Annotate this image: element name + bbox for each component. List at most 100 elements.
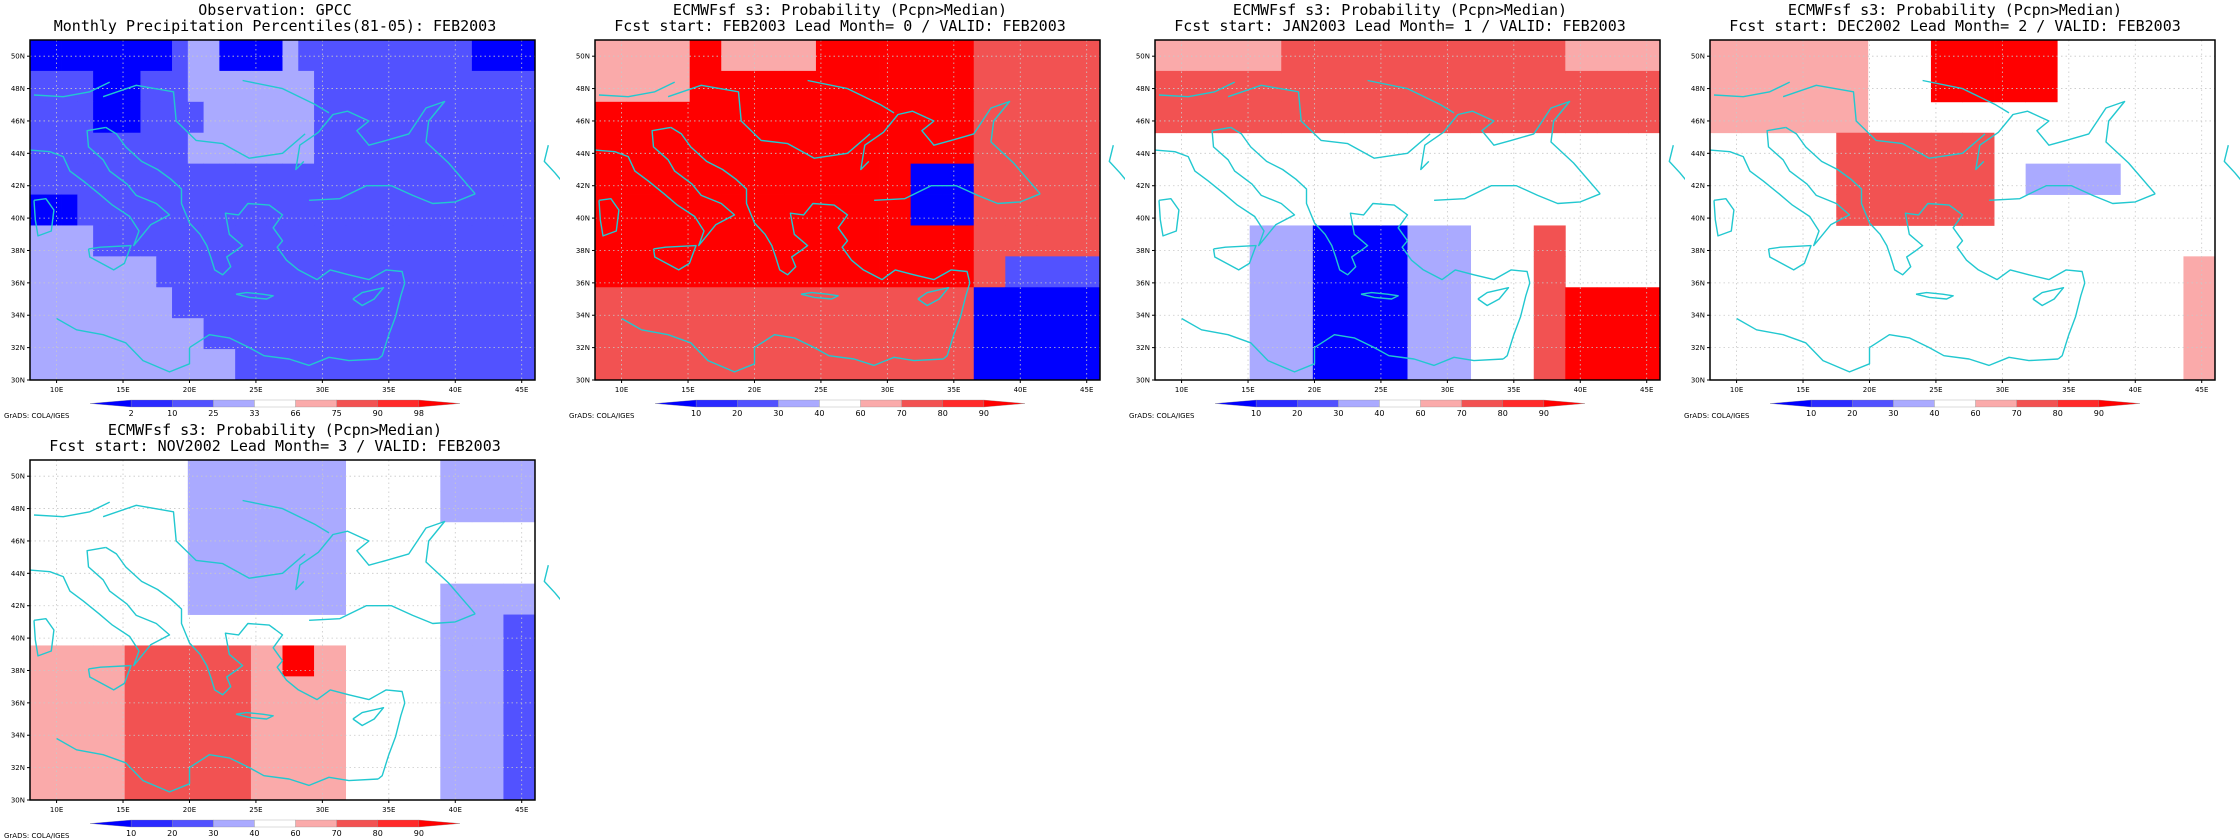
grid-cell bbox=[752, 318, 785, 350]
grid-cell bbox=[298, 101, 315, 134]
grid-cell bbox=[314, 163, 331, 195]
grid-cell bbox=[361, 256, 378, 288]
grid-cell bbox=[595, 132, 627, 165]
coastline bbox=[917, 287, 950, 307]
grid-cell bbox=[77, 256, 94, 288]
grid-cell bbox=[910, 194, 943, 226]
map-figure: ECMWFsf s3: Probability (Pcpn>Median) Fc… bbox=[1684, 1, 2240, 420]
grid-cell bbox=[235, 318, 252, 350]
grid-cell bbox=[77, 70, 94, 103]
grid-cell bbox=[689, 101, 722, 134]
x-tick-label: 30E bbox=[1441, 386, 1454, 394]
map-area: 10E 15E 20E 25E 30E 35E 40E 45E 50N 48N 46N 44N 42N 4… bbox=[11, 459, 560, 814]
grid-cell bbox=[1867, 163, 1900, 195]
colorbar-swatch bbox=[1338, 399, 1380, 408]
grid-cell bbox=[1628, 70, 1661, 103]
panel-subtitle: Monthly Precipitation Percentiles(81-05)… bbox=[54, 17, 497, 35]
grid-cell bbox=[203, 225, 220, 257]
grid-cell bbox=[187, 460, 220, 492]
grid-cell bbox=[108, 256, 126, 288]
grid-cell bbox=[440, 256, 457, 288]
grid-cell bbox=[187, 349, 204, 381]
grid-cell bbox=[424, 318, 441, 350]
grid-cell bbox=[784, 349, 817, 381]
grid-cell bbox=[108, 40, 126, 72]
grid-cell bbox=[187, 256, 204, 288]
grid-cell bbox=[1407, 70, 1440, 103]
grid-cell bbox=[298, 225, 315, 257]
grid-cell bbox=[424, 101, 441, 134]
grid-cell bbox=[1565, 318, 1598, 350]
grid-cell bbox=[1565, 101, 1598, 134]
colorbar-label: 70 bbox=[1457, 409, 1467, 418]
grid-cell bbox=[219, 318, 236, 350]
grid-cell bbox=[424, 349, 441, 381]
y-tick-label: 42N bbox=[11, 602, 25, 610]
x-tick-label: 30E bbox=[881, 386, 894, 394]
grid-cell bbox=[2025, 70, 2058, 103]
grid-cell bbox=[440, 225, 457, 257]
grid-cell bbox=[1533, 256, 1566, 288]
grid-cell bbox=[658, 101, 691, 134]
x-tick-label: 20E bbox=[1308, 386, 1321, 394]
grid-cell bbox=[30, 163, 47, 195]
grid-cell bbox=[879, 163, 912, 195]
colorbar-label: 40 bbox=[1374, 409, 1384, 418]
y-tick-label: 34N bbox=[1691, 312, 1705, 320]
grid-cell bbox=[282, 521, 315, 554]
grid-cell bbox=[519, 132, 536, 165]
colorbar-label: 60 bbox=[1970, 409, 1980, 418]
coastline bbox=[1915, 291, 1954, 300]
grid-cell bbox=[456, 163, 473, 195]
grid-cell bbox=[140, 318, 157, 350]
y-tick-label: 48N bbox=[11, 85, 25, 93]
grid-cell bbox=[1741, 101, 1774, 134]
grid-cell bbox=[1036, 132, 1069, 165]
x-tick-label: 30E bbox=[316, 806, 329, 814]
coastline bbox=[837, 209, 971, 284]
panel-title: ECMWFsf s3: Probability (Pcpn>Median) bbox=[673, 1, 1007, 19]
grads-footer: GrADS: COLA/IGES bbox=[1684, 412, 1750, 420]
grid-cell bbox=[721, 256, 754, 288]
grid-cell bbox=[108, 163, 126, 195]
grid-cell bbox=[93, 40, 110, 72]
colorbar-label: 66 bbox=[290, 409, 300, 418]
colorbar-swatch bbox=[695, 399, 738, 408]
grid-cell bbox=[1312, 70, 1345, 103]
coastline bbox=[1434, 185, 1601, 205]
grid-cell bbox=[595, 287, 627, 319]
coastline bbox=[1181, 317, 1316, 373]
grid-cell bbox=[124, 676, 157, 708]
x-tick-label: 45E bbox=[1080, 386, 1093, 394]
grid-cell bbox=[942, 287, 975, 319]
grid-cell bbox=[503, 194, 520, 226]
grid-cell bbox=[1344, 70, 1377, 103]
grid-cell bbox=[1565, 349, 1598, 381]
map-frame bbox=[1154, 39, 1661, 381]
grid-cell bbox=[124, 707, 157, 739]
coastline bbox=[1397, 209, 1531, 284]
grid-cell bbox=[361, 318, 378, 350]
grid-cell bbox=[519, 194, 536, 226]
grid-cell bbox=[503, 318, 520, 350]
grid-cell bbox=[282, 460, 315, 492]
coastline bbox=[1785, 126, 1957, 276]
grid-cell bbox=[626, 132, 659, 165]
grid-cell bbox=[503, 645, 536, 677]
grid-cell bbox=[658, 70, 691, 103]
grid-cell bbox=[30, 101, 47, 134]
grid-cell bbox=[345, 225, 362, 257]
y-tick-label: 46N bbox=[1691, 117, 1705, 125]
grid-cell bbox=[266, 318, 283, 350]
grid-cell bbox=[1218, 101, 1251, 134]
grid-cell bbox=[973, 256, 1006, 288]
grid-cell bbox=[626, 194, 659, 226]
grid-cell bbox=[626, 287, 659, 319]
grid-cell bbox=[1312, 101, 1345, 134]
coastline bbox=[242, 79, 330, 114]
grid-cell bbox=[282, 40, 299, 72]
grads-footer: GrADS: COLA/IGES bbox=[4, 832, 70, 840]
grid-cell bbox=[45, 349, 62, 381]
colorbar-swatch bbox=[901, 399, 943, 408]
grid-cell bbox=[282, 194, 299, 226]
